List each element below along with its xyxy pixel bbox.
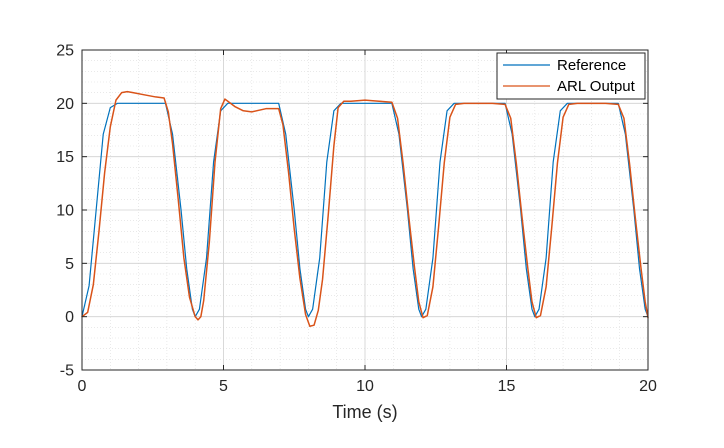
series-line-reference xyxy=(81,102,649,318)
legend-box xyxy=(496,52,646,100)
y-tick-label: 0 xyxy=(65,309,74,326)
series-line-arl-output xyxy=(81,90,649,328)
y-tick-label: 15 xyxy=(56,149,74,166)
y-tick-label: 5 xyxy=(65,256,74,273)
y-tick-label: 20 xyxy=(56,96,74,113)
x-tick-label: 10 xyxy=(356,378,374,395)
x-tick-label: 15 xyxy=(498,378,516,395)
x-tick-label: 20 xyxy=(639,378,657,395)
y-tick-label: 25 xyxy=(56,43,74,60)
x-tick-label: 0 xyxy=(78,378,87,395)
y-tick-label: 10 xyxy=(56,203,74,220)
y-tick-label: -5 xyxy=(60,363,74,380)
x-tick-label: 5 xyxy=(219,378,228,395)
series-lines xyxy=(81,90,649,328)
legend-label-reference: Reference xyxy=(557,57,626,74)
x-axis-label: Time (s) xyxy=(332,402,397,422)
legend-label-arl-output: ARL Output xyxy=(557,78,636,95)
legend: Reference ARL Output xyxy=(496,52,646,100)
